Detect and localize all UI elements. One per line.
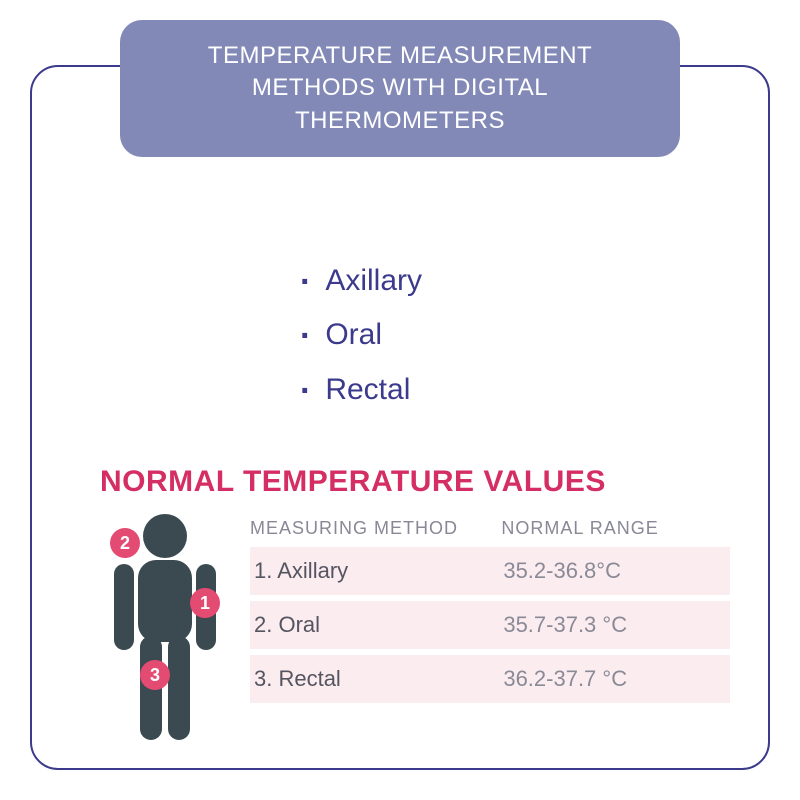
table-header-row: MEASURING METHOD NORMAL RANGE bbox=[250, 518, 730, 547]
section-heading: NORMAL TEMPERATURE VALUES bbox=[100, 465, 606, 499]
column-header-range: NORMAL RANGE bbox=[501, 518, 730, 539]
list-item-label: Oral bbox=[325, 319, 382, 352]
temperature-table: MEASURING METHOD NORMAL RANGE 1. Axillar… bbox=[250, 518, 730, 709]
cell-range: 35.2-36.8°C bbox=[503, 558, 730, 584]
column-header-method: MEASURING METHOD bbox=[250, 518, 501, 539]
page-title-banner: TEMPERATURE MEASUREMENT METHODS WITH DIG… bbox=[120, 20, 680, 157]
list-item: Rectal bbox=[300, 364, 422, 418]
body-badge-1: 1 bbox=[190, 588, 220, 618]
list-item: Axillary bbox=[300, 255, 422, 309]
body-badge-3: 3 bbox=[140, 660, 170, 690]
list-item: Oral bbox=[300, 309, 422, 363]
list-item-label: Axillary bbox=[325, 264, 422, 297]
table-row: 1. Axillary 35.2-36.8°C bbox=[250, 547, 730, 595]
body-badge-2: 2 bbox=[110, 528, 140, 558]
methods-list: Axillary Oral Rectal bbox=[300, 255, 422, 418]
table-row: 2. Oral 35.7-37.3 °C bbox=[250, 601, 730, 649]
table-row: 3. Rectal 36.2-37.7 °C bbox=[250, 655, 730, 703]
page-title: TEMPERATURE MEASUREMENT METHODS WITH DIG… bbox=[208, 42, 592, 134]
human-body-icon: 2 1 3 bbox=[90, 510, 240, 750]
cell-range: 36.2-37.7 °C bbox=[503, 666, 730, 692]
cell-method: 2. Oral bbox=[250, 612, 503, 638]
list-item-label: Rectal bbox=[325, 373, 410, 406]
cell-method: 1. Axillary bbox=[250, 558, 503, 584]
cell-range: 35.7-37.3 °C bbox=[503, 612, 730, 638]
cell-method: 3. Rectal bbox=[250, 666, 503, 692]
